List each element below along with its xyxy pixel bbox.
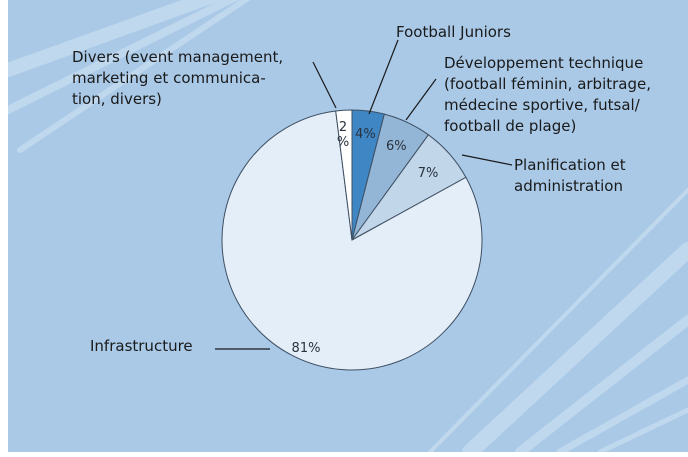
background-stripe <box>428 188 688 452</box>
slice-value-label: 4% <box>355 127 376 142</box>
background-stripes <box>8 0 688 452</box>
background-stripe <box>17 0 251 153</box>
background-stripe <box>556 376 688 452</box>
pie-slice <box>335 109 353 241</box>
pie-slice <box>221 110 483 371</box>
leader-line <box>368 39 399 115</box>
slice-category-label: Développement technique (football féminin… <box>444 54 651 135</box>
value-labels: 4% 6% 7% 81% 2% <box>292 120 439 356</box>
background-stripe <box>515 315 688 452</box>
slice-category-label: Football Juniors <box>396 23 511 41</box>
slice-value-label: 81% <box>292 341 321 356</box>
leader-line <box>312 61 337 109</box>
background-stripe <box>8 0 223 77</box>
background-stripe <box>462 242 688 452</box>
background-stripe <box>8 0 239 114</box>
leader-line <box>461 154 513 166</box>
slice-category-label: Infrastructure <box>90 337 193 355</box>
category-labels: Football Juniors Développement technique(… <box>72 23 651 355</box>
leader-line <box>405 78 437 121</box>
background-stripe <box>597 407 688 452</box>
slice-value-label: 2% <box>337 120 349 150</box>
slice-value-label: 7% <box>418 166 439 181</box>
leader-lines <box>215 39 513 350</box>
slice-value-label: 6% <box>386 139 407 154</box>
pie-slices <box>221 109 483 371</box>
slice-category-label: Divers (event management, marketing et co… <box>72 48 283 108</box>
slice-category-label: Planification et administration <box>514 156 626 195</box>
